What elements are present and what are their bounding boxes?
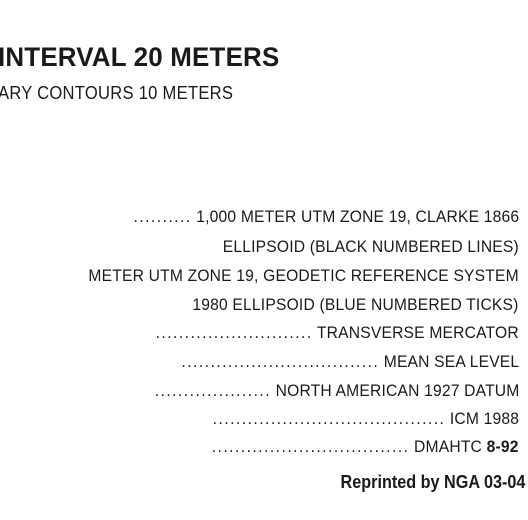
grs-note-text: METER UTM ZONE 19, GEODETIC REFERENCE SY… [88, 266, 519, 285]
edition-row: .................................. DMAHT… [212, 438, 519, 455]
grs-note-row: METER UTM ZONE 19, GEODETIC REFERENCE SY… [89, 267, 519, 284]
dmahtc-text: DMAHTC [414, 437, 483, 456]
supplementary-contours-subtitle: ARY CONTOURS 10 METERS [0, 83, 234, 103]
edition-date: 8-92 [486, 437, 519, 456]
grid-note-text: 1,000 METER UTM ZONE 19, CLARKE 1866 [195, 207, 519, 226]
dot-leader: ........................... [155, 323, 313, 342]
horizontal-datum-text: NORTH AMERICAN 1927 DATUM [275, 381, 519, 400]
ellipsoid-note-row: ELLIPSOID (BLACK NUMBERED LINES) [223, 238, 519, 255]
vertical-datum-text: MEAN SEA LEVEL [383, 352, 519, 371]
projection-text: TRANSVERSE MERCATOR [317, 323, 519, 342]
dot-leader: .................... [154, 381, 271, 400]
reprint-credit: Reprinted by NGA 03-04 [340, 472, 525, 492]
grid-note-row: .......... 1,000 METER UTM ZONE 19, CLAR… [133, 208, 519, 225]
ellipsoid-note-text: ELLIPSOID (BLACK NUMBERED LINES) [222, 237, 519, 256]
dot-leader: .................................. [181, 352, 379, 371]
dot-leader: .......... [133, 207, 192, 226]
dot-leader: .................................. [212, 437, 410, 456]
vertical-datum-row: .................................. MEAN … [181, 353, 519, 370]
blue-ticks-note-text: 1980 ELLIPSOID (BLUE NUMBERED TICKS) [192, 295, 519, 314]
icm-row: ........................................… [212, 410, 519, 427]
contour-interval-title: INTERVAL 20 METERS [0, 42, 280, 72]
icm-text: ICM 1988 [449, 409, 519, 428]
dot-leader: ........................................ [212, 409, 446, 428]
blue-ticks-note-row: 1980 ELLIPSOID (BLUE NUMBERED TICKS) [193, 296, 519, 313]
horizontal-datum-row: .................... NORTH AMERICAN 1927… [154, 382, 519, 399]
projection-row: ........................... TRANSVERSE M… [156, 324, 519, 341]
